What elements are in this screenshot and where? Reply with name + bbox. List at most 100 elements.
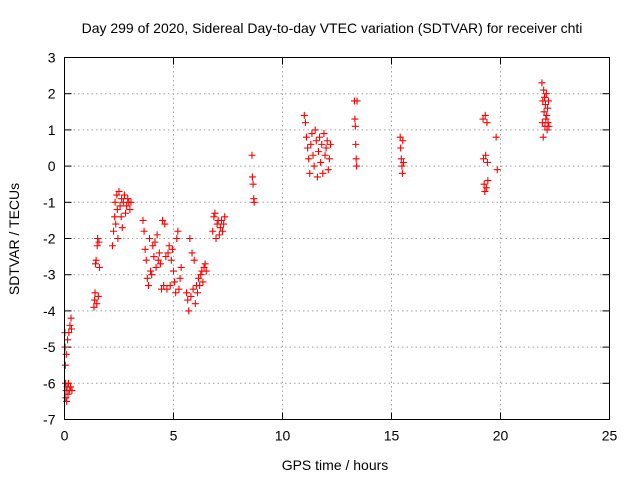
data-point	[324, 166, 332, 174]
data-point	[111, 213, 119, 221]
y-tick-label: -2	[43, 231, 56, 247]
data-point	[320, 130, 328, 138]
data-point	[156, 260, 164, 268]
data-point	[301, 119, 309, 127]
data-point	[481, 111, 489, 119]
data-point	[126, 206, 134, 214]
gridlines	[64, 57, 610, 420]
data-point	[149, 242, 157, 250]
y-tick-label: 1	[48, 122, 56, 138]
data-point	[543, 126, 551, 134]
data-point	[220, 220, 228, 228]
data-point	[202, 267, 210, 275]
x-tick-label: 20	[493, 428, 509, 444]
x-tick-label: 15	[384, 428, 400, 444]
data-point	[539, 133, 547, 141]
data-point	[111, 198, 119, 206]
data-point	[309, 151, 317, 159]
data-point	[166, 282, 174, 290]
data-point	[93, 242, 101, 250]
data-point	[174, 227, 182, 235]
data-point	[155, 249, 163, 257]
data-point	[248, 151, 256, 159]
data-point	[62, 350, 70, 358]
data-point	[148, 271, 156, 279]
data-point	[108, 242, 116, 250]
data-point	[212, 235, 220, 242]
data-point	[398, 169, 406, 177]
y-axis-label: SDTVAR / TECUs	[6, 183, 22, 295]
data-point	[64, 379, 72, 387]
y-tick-label: -1	[43, 194, 56, 210]
data-point	[117, 213, 125, 221]
data-point	[94, 235, 102, 242]
data-point	[120, 191, 128, 199]
data-point	[196, 282, 204, 290]
data-point	[215, 231, 223, 239]
data-point	[304, 144, 312, 152]
data-point	[122, 209, 130, 217]
plot-frame	[64, 57, 610, 420]
data-point	[351, 115, 359, 123]
data-point	[177, 263, 185, 271]
data-point	[483, 119, 491, 127]
data-point	[352, 140, 360, 148]
data-point	[113, 191, 121, 199]
data-point	[140, 227, 148, 235]
data-point	[201, 260, 209, 268]
data-points	[61, 79, 553, 405]
data-point	[172, 289, 180, 297]
data-point	[62, 394, 70, 402]
data-point	[151, 238, 159, 246]
data-point	[91, 296, 99, 304]
data-point	[91, 289, 99, 297]
data-point	[249, 180, 257, 188]
data-point	[540, 108, 548, 116]
data-point	[163, 285, 171, 293]
data-point	[542, 90, 550, 98]
data-point	[352, 155, 360, 163]
data-point	[150, 253, 158, 261]
data-point	[165, 242, 173, 250]
data-point	[319, 169, 327, 177]
data-point	[188, 249, 196, 257]
data-point	[300, 111, 308, 119]
data-point	[221, 213, 229, 221]
data-point	[543, 111, 551, 119]
x-tick-label: 10	[275, 428, 291, 444]
data-point	[541, 93, 549, 101]
data-point	[540, 86, 548, 94]
data-point	[480, 180, 488, 188]
data-point	[307, 140, 315, 148]
data-point	[146, 235, 154, 242]
data-point	[481, 187, 489, 195]
data-point	[64, 390, 72, 398]
data-point	[483, 158, 491, 166]
data-point	[168, 245, 176, 253]
data-point	[68, 387, 76, 395]
y-tick-label: 2	[48, 86, 56, 102]
y-tick-label: -7	[43, 412, 56, 428]
data-point	[153, 231, 161, 239]
data-point	[305, 155, 313, 163]
data-point	[311, 126, 319, 134]
data-point	[199, 278, 207, 286]
data-point	[167, 256, 175, 264]
data-point	[162, 253, 170, 261]
data-point	[64, 336, 72, 344]
data-point	[482, 151, 490, 159]
x-tick-label: 5	[170, 428, 178, 444]
x-tick-label: 25	[602, 428, 618, 444]
data-point	[302, 133, 310, 141]
data-point	[164, 249, 172, 257]
data-point	[118, 195, 126, 203]
data-point	[94, 292, 102, 300]
data-point	[161, 220, 169, 228]
y-tick-label: -4	[43, 303, 56, 319]
data-point	[190, 256, 198, 264]
data-point	[316, 133, 324, 141]
data-point	[248, 173, 256, 181]
data-point	[397, 155, 405, 163]
data-point	[216, 224, 224, 232]
data-point	[115, 187, 123, 195]
